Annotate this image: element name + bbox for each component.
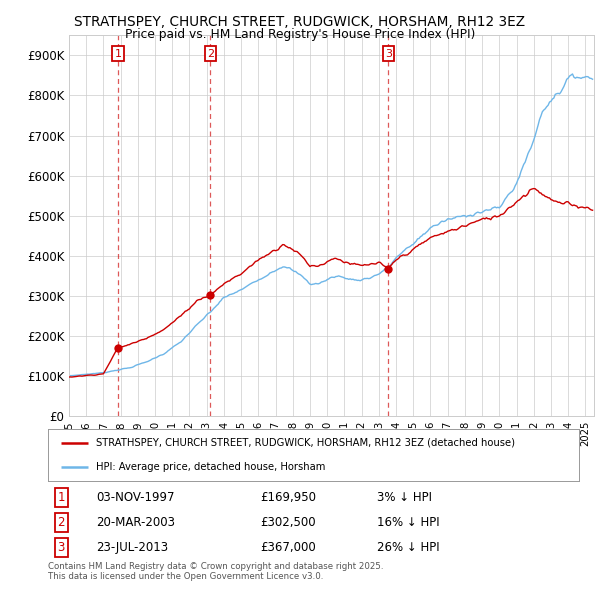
Text: 1: 1 (58, 490, 65, 504)
Text: £169,950: £169,950 (260, 490, 316, 504)
Text: STRATHSPEY, CHURCH STREET, RUDGWICK, HORSHAM, RH12 3EZ: STRATHSPEY, CHURCH STREET, RUDGWICK, HOR… (74, 15, 526, 30)
Text: £302,500: £302,500 (260, 516, 316, 529)
Text: 3: 3 (58, 540, 65, 554)
Text: 26% ↓ HPI: 26% ↓ HPI (377, 540, 440, 554)
Text: 23-JUL-2013: 23-JUL-2013 (96, 540, 168, 554)
Text: 1: 1 (115, 49, 121, 59)
Text: Contains HM Land Registry data © Crown copyright and database right 2025.
This d: Contains HM Land Registry data © Crown c… (48, 562, 383, 581)
Text: 16% ↓ HPI: 16% ↓ HPI (377, 516, 440, 529)
Text: 03-NOV-1997: 03-NOV-1997 (96, 490, 174, 504)
Text: HPI: Average price, detached house, Horsham: HPI: Average price, detached house, Hors… (96, 462, 325, 472)
Text: STRATHSPEY, CHURCH STREET, RUDGWICK, HORSHAM, RH12 3EZ (detached house): STRATHSPEY, CHURCH STREET, RUDGWICK, HOR… (96, 438, 515, 448)
Text: 2: 2 (207, 49, 214, 59)
Text: 3: 3 (385, 49, 392, 59)
Text: £367,000: £367,000 (260, 540, 316, 554)
Text: 20-MAR-2003: 20-MAR-2003 (96, 516, 175, 529)
Text: Price paid vs. HM Land Registry's House Price Index (HPI): Price paid vs. HM Land Registry's House … (125, 28, 475, 41)
Text: 3% ↓ HPI: 3% ↓ HPI (377, 490, 432, 504)
Text: 2: 2 (58, 516, 65, 529)
